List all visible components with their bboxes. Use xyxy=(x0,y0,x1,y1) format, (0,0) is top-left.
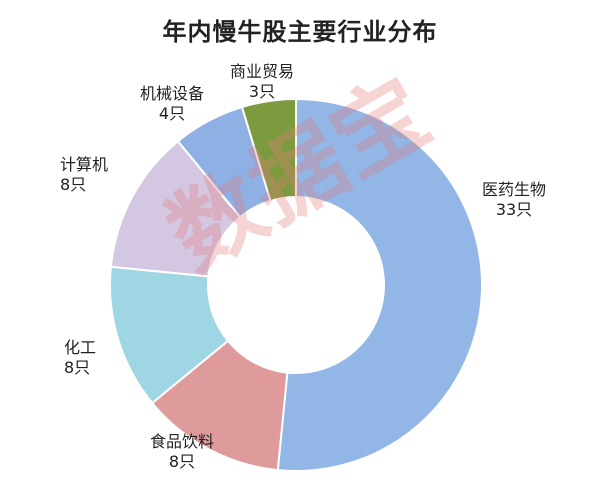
slice-count: 8只 xyxy=(168,452,196,471)
slice-6 xyxy=(240,97,297,203)
slice-label-6: 商业贸易 3只 xyxy=(230,62,294,102)
slice-label-5: 机械设备 4只 xyxy=(140,84,204,124)
slice-label-1: 医药生物 33只 xyxy=(482,180,546,220)
slice-count: 8只 xyxy=(60,175,87,194)
slice-name: 医药生物 xyxy=(482,180,547,199)
slice-name: 商业贸易 xyxy=(230,62,295,81)
slice-name: 化工 xyxy=(64,338,97,357)
slice-count: 8只 xyxy=(64,358,91,377)
chart-title: 年内慢牛股主要行业分布 xyxy=(162,18,438,46)
slice-label-3: 化工 8只 xyxy=(64,338,96,378)
slice-count: 33只 xyxy=(495,200,533,219)
slice-count: 3只 xyxy=(248,82,276,101)
slice-name: 食品饮料 xyxy=(150,432,215,451)
slice-1 xyxy=(276,97,483,472)
slice-name: 计算机 xyxy=(60,155,109,174)
slice-label-4: 计算机 8只 xyxy=(60,155,108,195)
slice-label-2: 食品饮料 8只 xyxy=(150,432,214,472)
slice-name: 机械设备 xyxy=(140,84,205,103)
slice-count: 4只 xyxy=(158,104,186,123)
